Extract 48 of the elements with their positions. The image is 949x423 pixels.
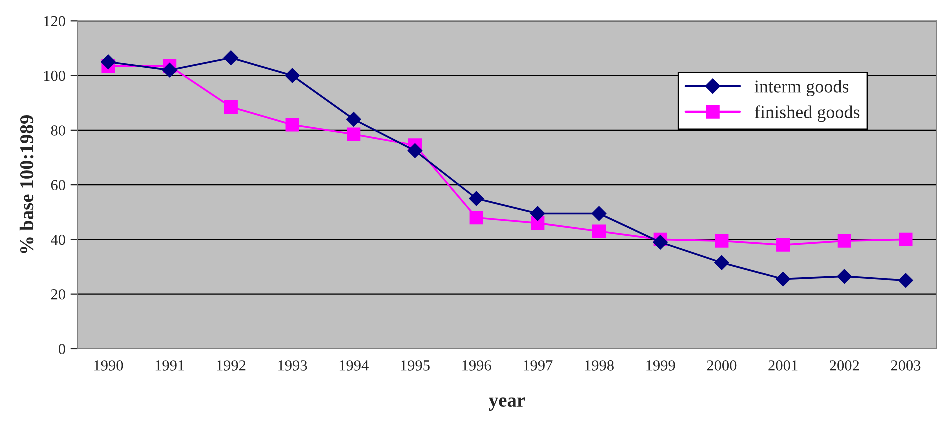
x-tick-label: 2002 — [830, 360, 860, 371]
point — [899, 232, 913, 246]
y-tick-label: 80 — [51, 126, 66, 136]
point — [715, 234, 729, 248]
y-tick-label: 40 — [51, 234, 66, 246]
x-tick-label: 1993 — [278, 360, 308, 371]
x-tick-label: 2001 — [768, 360, 798, 371]
y-tick-label: 0 — [58, 344, 66, 354]
y-axis-title: % base 100:1989 — [20, 116, 34, 254]
y-tick-label: 20 — [51, 289, 66, 300]
point — [776, 238, 790, 252]
point — [592, 206, 607, 222]
point — [346, 112, 362, 127]
point — [837, 269, 852, 284]
y-tick-label: 100 — [44, 70, 66, 82]
x-tick-label: 1992 — [217, 360, 246, 371]
point — [101, 54, 116, 70]
point — [898, 273, 914, 288]
point — [224, 50, 239, 66]
point — [347, 128, 361, 142]
point — [286, 118, 300, 132]
x-tick-label: 2003 — [891, 360, 921, 371]
x-tick-label: 1994 — [340, 360, 369, 371]
point — [162, 62, 178, 78]
point — [653, 235, 668, 250]
x-tick-label: 1998 — [585, 360, 614, 371]
x-tick-label: 1991 — [156, 360, 184, 371]
x-axis-title: year — [489, 398, 526, 412]
y-tick-label: 120 — [44, 16, 66, 27]
point — [224, 100, 238, 114]
point — [469, 191, 484, 206]
y-tick-label: 60 — [51, 180, 66, 191]
x-tick-label: 2000 — [707, 360, 737, 371]
legend-label: interm goods — [754, 80, 849, 97]
point — [285, 68, 300, 84]
point — [592, 224, 606, 238]
x-tick-label: 1999 — [646, 360, 676, 371]
legend-label: finished goods — [755, 106, 860, 122]
point — [838, 234, 852, 248]
point — [714, 256, 730, 270]
x-tick-label: 1990 — [94, 360, 124, 371]
x-tick-label: 1997 — [524, 360, 553, 371]
point — [470, 211, 484, 225]
point — [408, 144, 423, 158]
x-tick-label: 1996 — [462, 360, 492, 371]
point — [776, 272, 791, 287]
point — [530, 206, 546, 222]
x-tick-label: 1995 — [401, 360, 430, 371]
